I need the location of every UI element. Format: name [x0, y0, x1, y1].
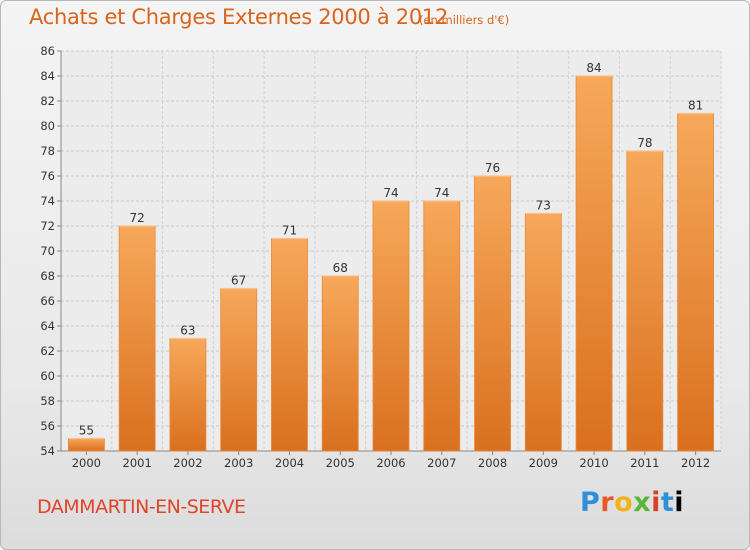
data-label: 67: [231, 274, 246, 288]
y-tick-label: 70: [40, 244, 55, 258]
data-label: 84: [586, 61, 601, 75]
y-tick-label: 86: [40, 44, 55, 58]
y-tick-label: 78: [40, 144, 55, 158]
x-tick-label: 2000: [72, 456, 101, 470]
data-label: 74: [434, 186, 449, 200]
bar-2011: [626, 150, 664, 452]
y-tick-label: 60: [40, 369, 55, 383]
data-label: 73: [536, 199, 551, 213]
y-tick-label: 68: [40, 269, 55, 283]
y-tick-label: 84: [40, 69, 55, 83]
y-tick-label: 58: [40, 394, 55, 408]
y-tick-label: 80: [40, 119, 55, 133]
bar-2003: [220, 288, 258, 452]
y-tick-label: 54: [40, 444, 55, 458]
commune-name: DAMMARTIN-EN-SERVE: [37, 496, 246, 518]
x-tick-label: 2003: [224, 456, 253, 470]
bar-2007: [423, 200, 461, 452]
y-tick-label: 72: [40, 219, 55, 233]
data-label: 74: [383, 186, 398, 200]
bar-2000: [67, 438, 105, 452]
bar-2002: [169, 338, 207, 452]
data-label: 76: [485, 161, 500, 175]
x-tick-label: 2002: [173, 456, 202, 470]
data-label: 81: [688, 99, 703, 113]
data-label: 63: [180, 324, 195, 338]
bar-2010: [575, 75, 613, 452]
y-tick-label: 66: [40, 294, 55, 308]
bar-2009: [524, 213, 562, 452]
bar-2005: [321, 275, 359, 452]
x-tick-label: 2007: [427, 456, 456, 470]
proxiti-logo: Proxiti: [580, 487, 685, 518]
y-tick-label: 56: [40, 419, 55, 433]
x-tick-label: 2001: [123, 456, 152, 470]
y-tick-label: 74: [40, 194, 55, 208]
chart-subtitle: (en milliers d'€): [419, 13, 510, 27]
bar-2004: [271, 238, 308, 452]
data-label: 78: [637, 136, 652, 150]
bar-2001: [118, 225, 156, 452]
data-label: 72: [130, 211, 145, 225]
y-tick-label: 82: [40, 94, 55, 108]
bar-2012: [677, 113, 715, 452]
data-label: 71: [282, 224, 297, 238]
bar-2008: [474, 175, 511, 452]
x-tick-label: 2008: [478, 456, 507, 470]
x-tick-label: 2005: [326, 456, 355, 470]
x-tick-label: 2011: [630, 456, 659, 470]
x-tick-label: 2006: [376, 456, 405, 470]
data-label: 68: [333, 261, 348, 275]
bars: [67, 75, 715, 452]
y-tick-label: 64: [40, 319, 55, 333]
x-tick-label: 2012: [681, 456, 710, 470]
data-label: 55: [79, 424, 94, 438]
y-tick-label: 76: [40, 169, 55, 183]
bar-2006: [372, 200, 410, 452]
x-tick-label: 2004: [275, 456, 304, 470]
x-tick-label: 2009: [529, 456, 558, 470]
labels: 54 56 58 60 62 64 66 68 70 72 74 76 78 80 82 84 86 55 2000…: [40, 44, 710, 470]
x-tick-label: 2010: [579, 456, 608, 470]
y-tick-label: 62: [40, 344, 55, 358]
chart-title: Achats et Charges Externes 2000 à 2012: [29, 5, 449, 29]
